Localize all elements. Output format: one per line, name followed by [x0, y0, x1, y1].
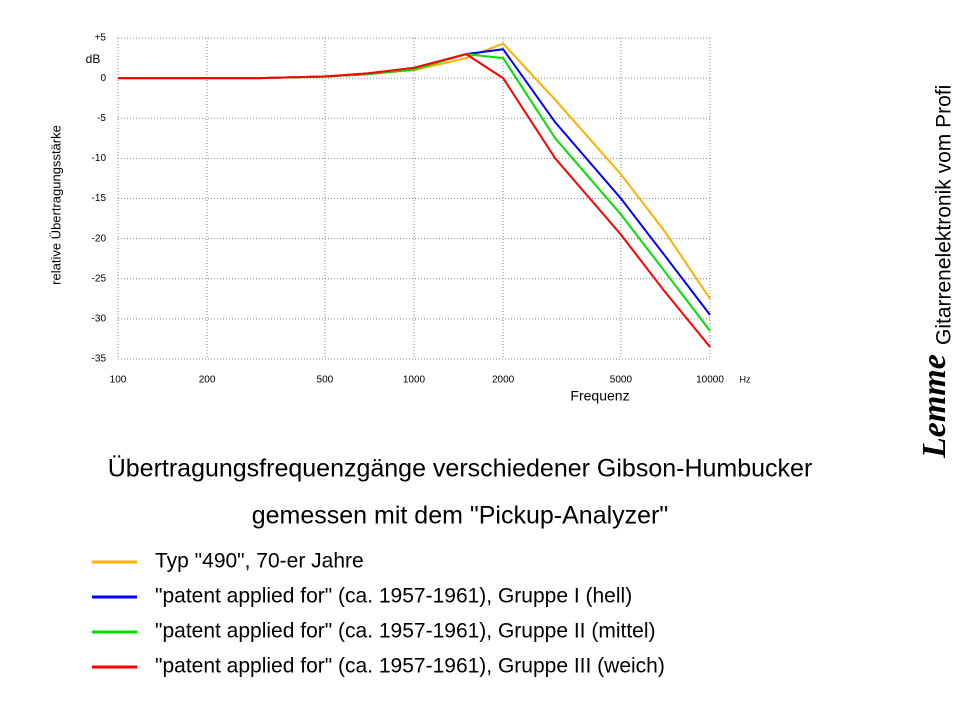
caption-title: Übertragungsfrequenzgänge verschiedener … [108, 455, 813, 483]
series-line [118, 53, 711, 348]
y-tick-label: -10 [92, 153, 107, 164]
y-tick-label: -15 [92, 193, 107, 204]
x-tick-label: 100 [110, 375, 127, 386]
y-tick-label: 0 [100, 73, 106, 84]
x-axis-label: Frequenz [570, 388, 629, 404]
x-tick-label: 5000 [610, 375, 633, 386]
y-tick-label: -20 [92, 233, 107, 244]
y-unit: dB [86, 52, 101, 66]
x-tick-label: 200 [199, 375, 216, 386]
x-tick-label: 500 [317, 375, 334, 386]
x-tick-label: 1000 [403, 375, 426, 386]
brand-logo: Lemme [916, 354, 953, 459]
legend-label: "patent applied for" (ca. 1957-1961), Gr… [155, 655, 665, 678]
x-unit: Hz [740, 374, 751, 384]
y-tick-label: -30 [92, 314, 107, 325]
y-tick-label: -25 [92, 273, 107, 284]
x-tick-label: 2000 [492, 375, 515, 386]
caption-subtitle: gemessen mit dem "Pickup-Analyzer" [252, 502, 669, 530]
y-axis-label: relative Übertragungsstärke [48, 125, 63, 285]
y-tick-label: +5 [95, 33, 107, 44]
brand-tagline: Gitarrenelektronik vom Profi [933, 85, 956, 345]
legend-label: "patent applied for" (ca. 1957-1961), Gr… [155, 620, 656, 643]
y-tick-label: -5 [97, 113, 106, 124]
x-tick-label: 10000 [696, 375, 724, 386]
y-tick-label: -35 [92, 354, 107, 365]
legend-label: Typ "490", 70-er Jahre [155, 550, 364, 573]
legend-label: "patent applied for" (ca. 1957-1961), Gr… [155, 585, 632, 608]
